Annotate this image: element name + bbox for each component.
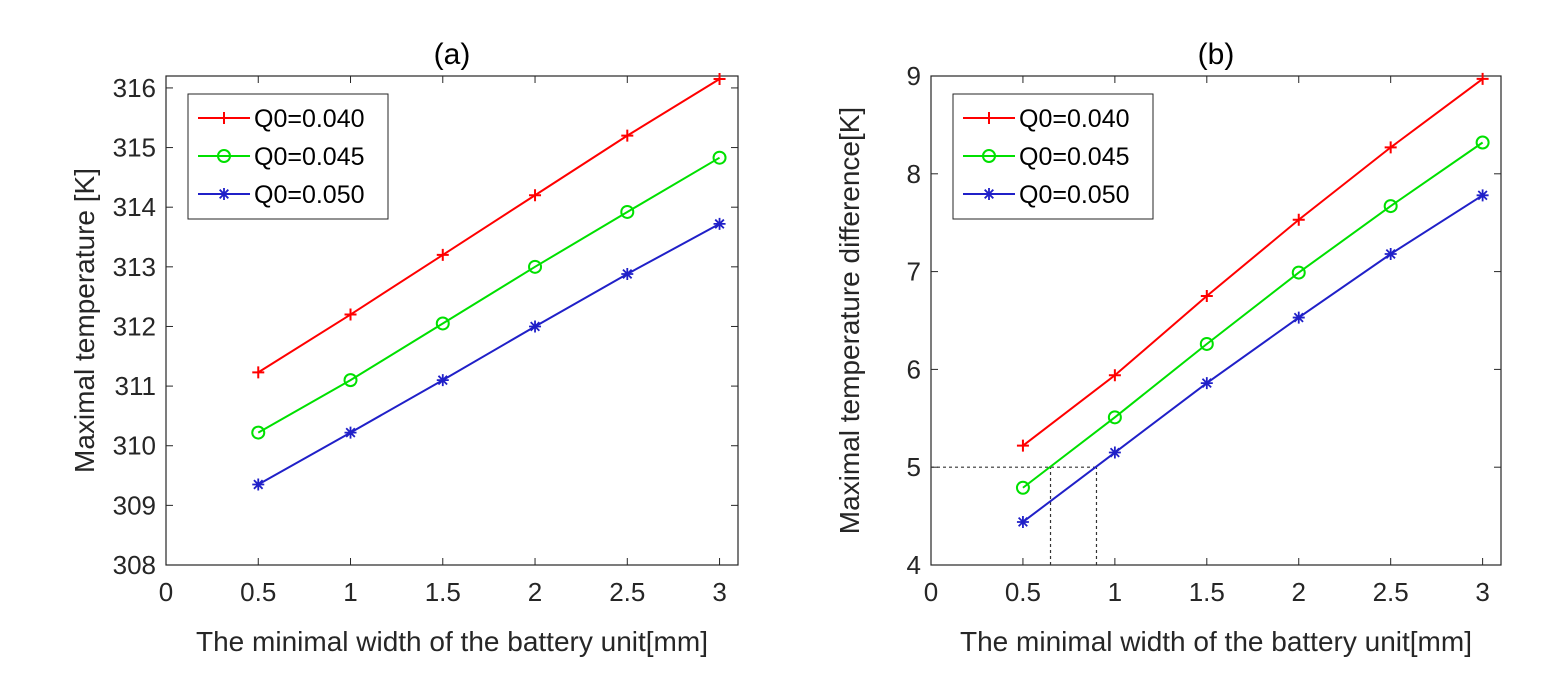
y-tick-label: 5 <box>907 452 921 482</box>
x-axis-label: The minimal width of the battery unit[mm… <box>196 626 708 657</box>
y-tick-label: 315 <box>113 133 156 163</box>
data-point-series-2 <box>343 373 358 388</box>
data-point-series-1 <box>1016 439 1029 452</box>
data-point-series-1 <box>1476 72 1489 85</box>
data-point-series-2 <box>435 316 450 331</box>
y-tick-label: 316 <box>113 73 156 103</box>
data-point-series-1 <box>529 189 542 202</box>
x-tick-label: 0 <box>924 577 938 607</box>
y-axis-label: Maximal temperature [K] <box>69 168 100 473</box>
data-point-series-1 <box>436 248 449 261</box>
data-point-series-3 <box>252 478 265 491</box>
legend-label: Q0=0.050 <box>254 181 365 209</box>
x-tick-label: 1.5 <box>425 577 461 607</box>
data-point-series-3 <box>713 217 726 230</box>
y-tick-label: 309 <box>113 490 156 520</box>
legend-label: Q0=0.040 <box>1019 105 1130 133</box>
series-line-1 <box>257 78 721 374</box>
data-point-series-3 <box>1108 446 1121 459</box>
data-point-series-2 <box>712 150 727 165</box>
y-tick-label: 311 <box>115 371 156 401</box>
y-tick-label: 7 <box>907 257 921 287</box>
data-point-series-1 <box>252 366 265 379</box>
legend-marker <box>983 112 995 124</box>
data-point-series-1 <box>1292 213 1305 226</box>
x-tick-label: 3 <box>1475 577 1489 607</box>
chart-a: 0 0.5 1 1.5 2 2.5 3 308 309 310 311 312 313 314 315 316… <box>69 38 739 657</box>
y-tick-label: 314 <box>113 192 156 222</box>
x-tick-label: 2 <box>528 577 542 607</box>
series-line-3 <box>257 223 721 486</box>
y-tick-label: 313 <box>113 252 156 282</box>
legend-marker <box>983 188 995 200</box>
y-tick-label: 310 <box>113 431 156 461</box>
x-tick-label: 2 <box>1292 577 1306 607</box>
data-point-series-3 <box>1292 311 1305 324</box>
data-point-series-1 <box>713 72 726 85</box>
legend-marker <box>218 112 230 124</box>
data-point-series-2 <box>1475 135 1490 150</box>
data-point-series-3 <box>1476 189 1489 202</box>
data-point-series-2 <box>1015 480 1030 495</box>
data-point-series-3 <box>436 374 449 387</box>
data-point-series-2 <box>1291 265 1306 280</box>
data-point-series-3 <box>529 320 542 333</box>
y-tick-label: 8 <box>907 159 921 189</box>
legend-label: Q0=0.040 <box>254 105 365 133</box>
data-point-series-1 <box>1200 290 1213 303</box>
data-point-series-1 <box>344 308 357 321</box>
x-tick-label: 0 <box>159 577 173 607</box>
legend-marker <box>982 149 996 163</box>
x-tick-label: 1.5 <box>1189 577 1225 607</box>
series-line-1 <box>1022 78 1484 447</box>
data-point-series-1 <box>1108 369 1121 382</box>
data-point-series-3 <box>621 267 634 280</box>
series-line-2 <box>257 156 721 434</box>
y-axis-label: Maximal temperature difference[K] <box>834 107 865 534</box>
x-tick-label: 2.5 <box>609 577 645 607</box>
series-line-3 <box>1022 194 1484 523</box>
data-point-series-2 <box>251 425 266 440</box>
chart-b: 0 0.5 1 1.5 2 2.5 3 4 5 6 7 8 9 (b) The minimal width … <box>834 38 1502 657</box>
y-tick-label: 9 <box>907 61 921 91</box>
chart-title: (a) <box>434 38 471 71</box>
data-point-series-3 <box>1200 377 1213 390</box>
y-tick-label: 312 <box>113 311 156 341</box>
x-tick-label: 0.5 <box>240 577 276 607</box>
y-tick-label: 308 <box>113 550 156 580</box>
x-tick-label: 1 <box>343 577 357 607</box>
y-tick-label: 6 <box>907 354 921 384</box>
data-point-series-2 <box>1107 410 1122 425</box>
legend-label: Q0=0.045 <box>254 143 365 171</box>
data-point-series-1 <box>1384 141 1397 154</box>
data-point-series-2 <box>1199 336 1214 351</box>
data-point-series-3 <box>344 426 357 439</box>
x-tick-label: 3 <box>712 577 726 607</box>
data-point-series-3 <box>1016 515 1029 528</box>
legend-label: Q0=0.045 <box>1019 143 1130 171</box>
data-point-series-3 <box>1384 247 1397 260</box>
y-tick-label: 4 <box>907 550 921 580</box>
x-axis-label: The minimal width of the battery unit[mm… <box>960 626 1472 657</box>
chart-title: (b) <box>1198 38 1235 71</box>
data-point-series-2 <box>620 204 635 219</box>
data-point-series-2 <box>528 259 543 274</box>
legend-marker <box>217 149 231 163</box>
x-tick-label: 0.5 <box>1005 577 1041 607</box>
x-tick-label: 1 <box>1108 577 1122 607</box>
legend-label: Q0=0.050 <box>1019 181 1130 209</box>
legend-marker <box>218 188 230 200</box>
x-tick-label: 2.5 <box>1373 577 1409 607</box>
data-point-series-1 <box>621 129 634 142</box>
series-line-2 <box>1022 141 1484 489</box>
data-point-series-2 <box>1383 199 1398 214</box>
